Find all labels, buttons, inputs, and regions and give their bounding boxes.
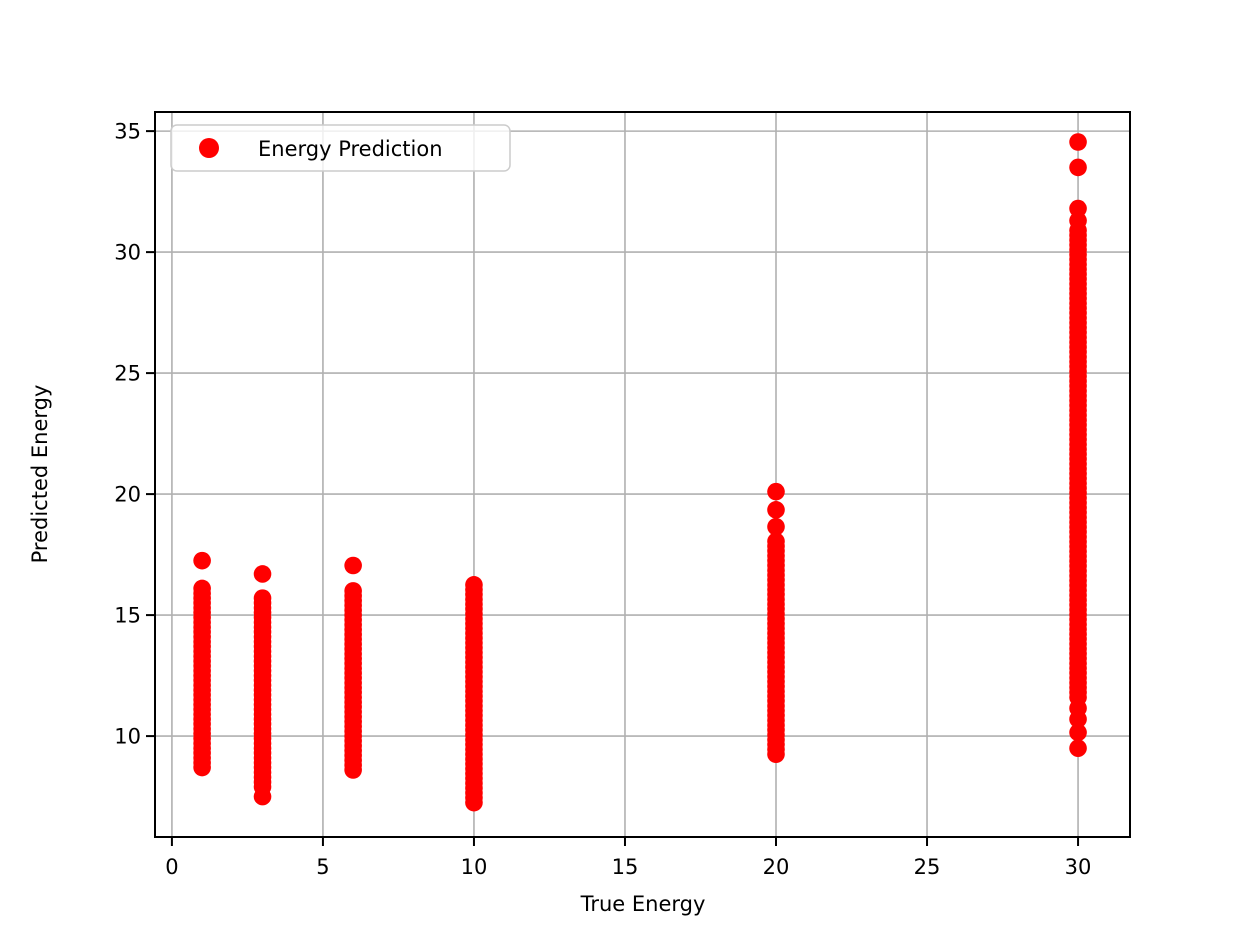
scatter-point (1069, 739, 1087, 757)
x-tick-label: 20 (763, 855, 790, 879)
scatter-point (767, 517, 785, 536)
x-tick-label: 25 (914, 855, 941, 879)
scatter-point (344, 556, 362, 575)
legend: Energy Prediction (170, 124, 511, 172)
y-tick-label: 15 (114, 604, 141, 628)
x-tick-label: 5 (316, 855, 329, 879)
y-tick-label: 20 (114, 483, 141, 507)
scatter-point (253, 589, 272, 607)
scatter-point (344, 582, 362, 600)
x-tick-label: 30 (1065, 855, 1092, 879)
scatter-point (767, 532, 785, 551)
y-tick-label: 10 (114, 725, 141, 749)
y-axis-label: Predicted Energy (28, 385, 52, 564)
y-tick-label: 35 (114, 120, 141, 144)
grid (155, 112, 1130, 837)
scatter-point (1069, 699, 1087, 718)
scatter-point (1069, 199, 1087, 218)
legend-box (170, 124, 511, 172)
x-axis-label: True Energy (580, 892, 706, 916)
scatter-point (767, 501, 785, 519)
scatter-point (193, 551, 211, 570)
x-tick-label: 15 (612, 855, 639, 879)
legend-label: Energy Prediction (258, 137, 443, 161)
legend-marker-icon (199, 138, 219, 158)
scatter-point (253, 565, 272, 583)
scatter-point (1069, 211, 1087, 230)
axes (146, 111, 1131, 846)
y-tick-label: 25 (114, 362, 141, 386)
scatter-point (1069, 158, 1087, 177)
scatter-point (253, 787, 272, 806)
scatter-point (465, 576, 483, 594)
y-tick-label: 30 (114, 241, 141, 265)
x-tick-label: 10 (461, 855, 488, 879)
scatter-point (1069, 133, 1087, 151)
scatter-point (767, 482, 785, 501)
scatter-series (193, 133, 1087, 812)
scatter-point (193, 579, 211, 598)
x-tick-label: 0 (165, 855, 178, 879)
tick-labels: 0 5 10 15 20 25 30 10 15 20 25 30 35 (114, 120, 1091, 879)
scatter-point (1069, 723, 1087, 742)
plot-border (154, 111, 1131, 838)
